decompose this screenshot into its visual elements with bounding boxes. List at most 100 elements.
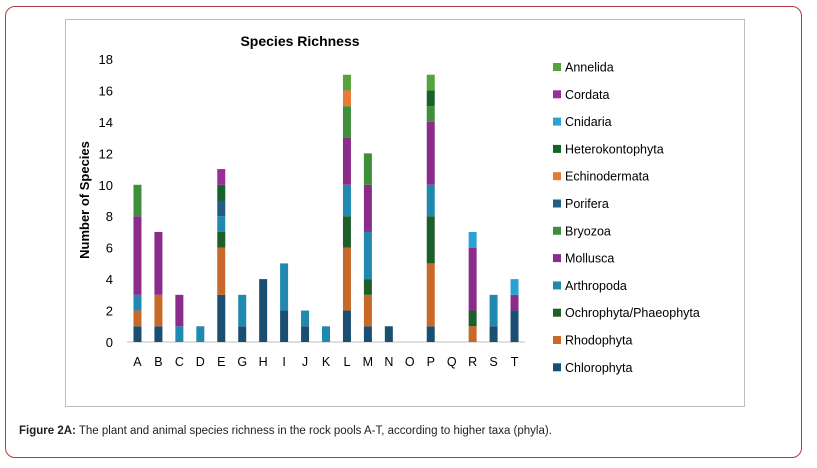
- x-tick-label: E: [217, 355, 225, 369]
- y-axis-label: Number of Species: [77, 141, 92, 259]
- bar-segment-M-chlorophyta: [363, 326, 372, 342]
- bar-segment-C-mollusca: [175, 294, 184, 327]
- bar-segment-R-cnidaria: [468, 231, 477, 248]
- x-tick-label: K: [322, 355, 331, 369]
- bar-segment-P-heterokontophyta: [426, 90, 435, 107]
- y-tick-label: 0: [106, 335, 113, 350]
- y-tick-label: 16: [99, 83, 113, 98]
- legend-label: Heterokontophyta: [565, 142, 664, 156]
- bar-segment-P-bryozoa: [426, 106, 435, 122]
- bar-segment-L-bryozoa: [342, 106, 351, 138]
- bar-segment-J-chlorophyta: [301, 326, 310, 342]
- x-tick-label: P: [427, 355, 435, 369]
- x-tick-label: Q: [447, 355, 457, 369]
- x-tick-label: L: [343, 355, 350, 369]
- figure-frame: [5, 6, 802, 458]
- bar-segment-C-arthropoda: [175, 326, 184, 342]
- bar-segment-E-ochrophyta-phaeophyta: [217, 231, 226, 248]
- bar-segment-M-bryozoa: [363, 153, 372, 185]
- bar-segment-P-chlorophyta: [426, 326, 435, 342]
- bar-segment-S-arthropoda: [489, 294, 498, 327]
- x-tick-label: D: [196, 355, 205, 369]
- x-tick-label: B: [154, 355, 162, 369]
- legend-label: Mollusca: [565, 252, 614, 266]
- bar-segment-A-arthropoda: [133, 294, 142, 311]
- legend-swatch-bryozoa: [553, 226, 561, 235]
- bar-segment-G-arthropoda: [238, 294, 247, 327]
- bar-segment-E-chlorophyta: [217, 294, 226, 342]
- legend-label: Echinodermata: [565, 170, 649, 184]
- bar-segment-I-chlorophyta: [280, 310, 289, 342]
- bar-segment-L-arthropoda: [342, 184, 351, 217]
- legend-label: Cordata: [565, 88, 610, 102]
- y-tick-label: 4: [106, 272, 113, 287]
- legend-label: Chlorophyta: [565, 361, 632, 375]
- legend-swatch-cordata: [553, 90, 561, 99]
- x-tick-label: R: [468, 355, 477, 369]
- bar-segment-A-bryozoa: [133, 184, 142, 217]
- x-tick-label: T: [511, 355, 519, 369]
- bar-segment-E-porifera: [217, 200, 226, 217]
- legend-swatch-arthropoda: [553, 281, 561, 290]
- y-tick-label: 12: [99, 146, 113, 161]
- x-tick-label: M: [363, 355, 373, 369]
- bar-segment-L-annelida: [342, 74, 351, 91]
- bar-segment-P-ochrophyta-phaeophyta: [426, 216, 435, 264]
- bar-segment-N-chlorophyta: [384, 326, 393, 342]
- bar-segment-A-rhodophyta: [133, 310, 142, 327]
- legend-label: Annelida: [565, 61, 614, 75]
- chart-title: Species Richness: [240, 33, 359, 49]
- bar-segment-E-arthropoda: [217, 216, 226, 232]
- bar-segment-T-mollusca: [510, 294, 519, 311]
- legend-swatch-ochrophyta-phaeophyta: [553, 308, 561, 317]
- bar-segment-A-chlorophyta: [133, 326, 142, 342]
- legend-label: Porifera: [565, 197, 609, 211]
- bar-segment-E-rhodophyta: [217, 247, 226, 295]
- bar-segment-K-arthropoda: [322, 326, 330, 342]
- bar-segment-P-annelida: [426, 74, 435, 91]
- legend-swatch-chlorophyta: [553, 363, 561, 372]
- bar-segment-H-chlorophyta: [259, 279, 268, 342]
- legend-swatch-mollusca: [553, 254, 561, 263]
- caption-label: Figure 2A:: [19, 425, 76, 437]
- y-tick-label: 6: [106, 241, 113, 256]
- bar-segment-M-rhodophyta: [363, 294, 372, 327]
- legend-swatch-cnidaria: [553, 117, 561, 126]
- bar-segment-E-heterokontophyta: [217, 184, 226, 201]
- bar-segment-P-arthropoda: [426, 184, 435, 217]
- bar-segment-B-rhodophyta: [154, 294, 163, 327]
- bar-segment-L-mollusca: [342, 137, 351, 185]
- legend-label: Bryozoa: [565, 224, 611, 238]
- x-tick-label: G: [237, 355, 247, 369]
- figure-caption: Figure 2A: The plant and animal species …: [19, 425, 552, 437]
- bar-segment-G-chlorophyta: [238, 326, 247, 342]
- bar-segment-R-ochrophyta-phaeophyta: [468, 310, 477, 327]
- x-tick-label: H: [259, 355, 268, 369]
- bar-segment-P-rhodophyta: [426, 263, 435, 327]
- bar-segment-M-arthropoda: [363, 231, 372, 280]
- bar-segment-A-mollusca: [133, 216, 142, 295]
- bar-segment-B-mollusca: [154, 231, 163, 295]
- x-tick-label: J: [302, 355, 308, 369]
- bar-segment-E-cordata: [217, 169, 226, 185]
- y-tick-label: 14: [99, 115, 113, 130]
- bar-segment-T-cnidaria: [510, 279, 519, 295]
- x-tick-label: C: [175, 355, 184, 369]
- bar-segment-M-mollusca: [363, 184, 372, 232]
- legend-swatch-heterokontophyta: [553, 144, 561, 153]
- legend-label: Cnidaria: [565, 115, 612, 129]
- legend-swatch-annelida: [553, 63, 561, 71]
- legend-swatch-rhodophyta: [553, 336, 561, 344]
- bar-segment-R-mollusca: [468, 247, 477, 311]
- legend-label: Ochrophyta/Phaeophyta: [565, 306, 700, 320]
- bar-segment-D-arthropoda: [196, 326, 205, 342]
- bar-segment-P-mollusca: [426, 121, 435, 185]
- legend-swatch-echinodermata: [553, 172, 561, 181]
- x-tick-label: A: [133, 355, 142, 369]
- legend-label: Arthropoda: [565, 279, 627, 293]
- legend-swatch-porifera: [553, 199, 561, 208]
- bar-segment-J-arthropoda: [301, 310, 310, 327]
- bar-segment-R-rhodophyta: [468, 326, 477, 342]
- y-tick-label: 10: [99, 178, 113, 193]
